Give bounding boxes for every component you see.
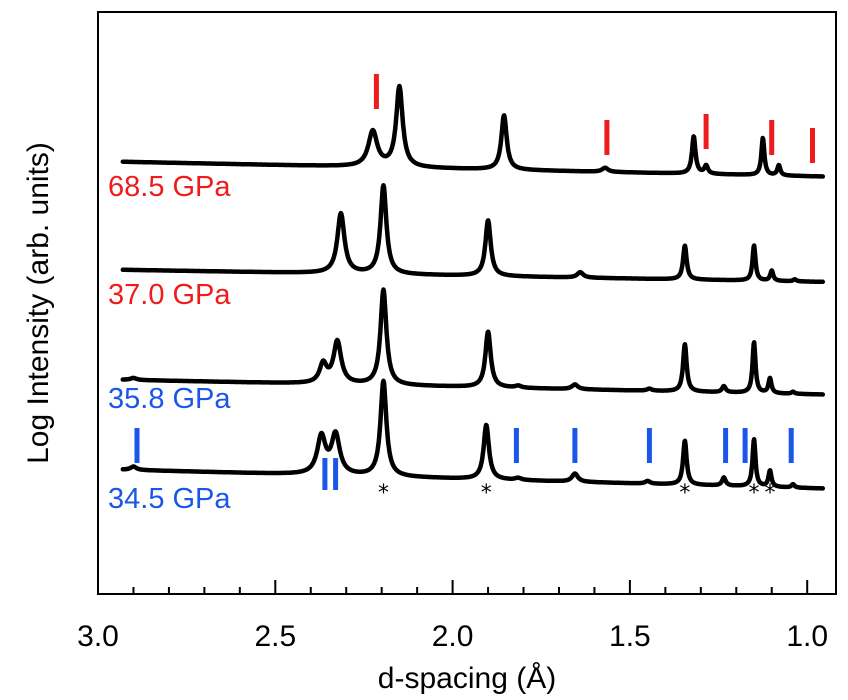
- plot-frame: [97, 11, 837, 595]
- phase-tick-blue-doublet: [322, 458, 328, 490]
- traces-group: [120, 83, 826, 491]
- x-tick-label: 3.0: [77, 620, 119, 653]
- phase-tick-marks: [134, 74, 815, 490]
- phase-tick-blue: [742, 428, 748, 463]
- x-tick-label: 2.5: [254, 620, 296, 653]
- y-axis-title: Log Intensity (arb. units): [22, 142, 55, 464]
- phase-tick-red: [604, 120, 610, 155]
- x-axis: 3.0 2.5 2.0 1.5 1.0: [77, 580, 828, 653]
- phase-tick-red: [769, 120, 775, 155]
- phase-tick-red: [810, 128, 815, 163]
- trace-37-0-gpa: [120, 183, 826, 285]
- pressure-label: 68.5 GPa: [108, 171, 231, 203]
- trace-68-5-gpa: [120, 83, 826, 179]
- asterisk-marker: *: [481, 481, 492, 506]
- asterisk-marker: *: [749, 481, 760, 506]
- x-tick-label: 1.5: [609, 620, 651, 653]
- trace-34-5-gpa: [120, 378, 826, 491]
- x-tick-label: 2.0: [432, 620, 474, 653]
- pressure-label: 37.0 GPa: [108, 279, 231, 311]
- x-tick-label: 1.0: [786, 620, 828, 653]
- asterisk-marker: *: [378, 481, 389, 506]
- pressure-label: 35.8 GPa: [108, 383, 231, 415]
- asterisk-markers: * * * * *: [378, 481, 776, 506]
- phase-tick-blue: [723, 428, 729, 463]
- x-axis-title: d-spacing (Å): [378, 662, 556, 695]
- phase-tick-blue: [572, 428, 578, 463]
- phase-tick-red: [373, 74, 379, 109]
- pressure-labels: 34.5 GPa 35.8 GPa 37.0 GPa 68.5 GPa: [108, 171, 231, 515]
- phase-tick-blue-doublet: [333, 458, 339, 490]
- phase-tick-blue: [134, 428, 140, 463]
- phase-tick-blue: [513, 428, 519, 463]
- phase-tick-red: [703, 114, 709, 149]
- phase-tick-blue: [788, 428, 794, 463]
- phase-tick-blue: [646, 428, 652, 463]
- trace-35-8-gpa: [120, 287, 826, 397]
- pressure-label: 34.5 GPa: [108, 483, 231, 515]
- asterisk-marker: *: [765, 481, 776, 506]
- asterisk-marker: *: [679, 481, 690, 506]
